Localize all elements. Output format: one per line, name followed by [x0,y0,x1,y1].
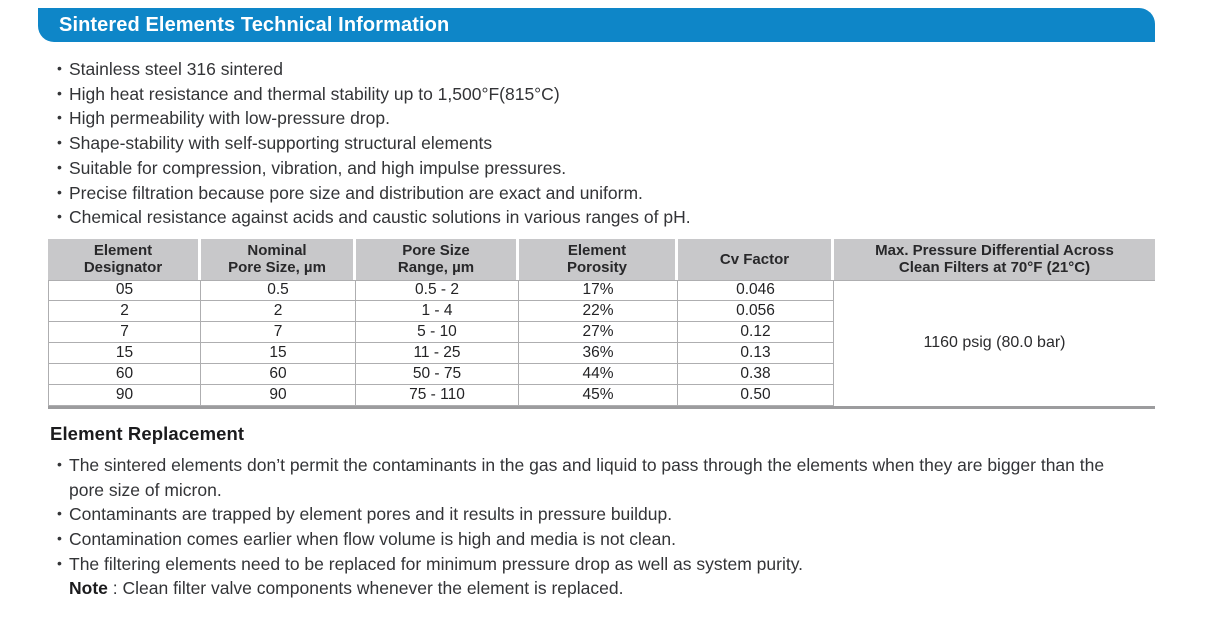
cell-cv-factor: 0.056 [678,300,834,322]
cell-designator: 05 [48,279,201,301]
cell-pore-size-range: 11 - 25 [356,342,519,364]
cell-designator: 7 [48,321,201,343]
col-header-nominal-pore-size: Nominal Pore Size, µm [201,238,356,280]
list-item: Contaminants are trapped by element pore… [56,501,1128,527]
note-line: Note : Clean filter valve components whe… [69,576,1214,601]
spec-table-header: Element Designator Nominal Pore Size, µm… [48,238,1155,280]
cell-cv-factor: 0.13 [678,342,834,364]
replacement-list: The sintered elements don’t permit the c… [56,452,1128,577]
cell-pore-size-range: 50 - 75 [356,363,519,385]
section-heading-element-replacement: Element Replacement [50,422,245,444]
section-title-bar: Sintered Elements Technical Information [38,8,1155,42]
note-text: : Clean filter valve components whenever… [107,578,624,599]
cell-nominal-pore-size: 7 [201,321,356,343]
document-page: { "colors": { "accent": "#0e86c8", "titl… [0,8,1214,625]
list-item: Chemical resistance against acids and ca… [56,204,1214,230]
cell-pore-size-range: 75 - 110 [356,384,519,406]
pressure-merged-cell: 1160 psig (80.0 bar) [834,279,1155,406]
cell-porosity: 44% [519,363,678,385]
list-item: Suitable for compression, vibration, and… [56,155,1214,181]
table-row: 7 7 5 - 10 27% 0.12 [48,321,1155,343]
cell-cv-factor: 0.12 [678,321,834,343]
cell-designator: 15 [48,342,201,364]
cell-pore-size-range: 1 - 4 [356,300,519,322]
cell-pore-size-range: 0.5 - 2 [356,279,519,301]
cell-cv-factor: 0.046 [678,279,834,301]
table-row: 05 0.5 0.5 - 2 17% 0.046 1160 psig (80.0… [48,279,1155,351]
list-item: Precise filtration because pore size and… [56,180,1214,206]
cell-porosity: 36% [519,342,678,364]
list-item: The filtering elements need to be replac… [56,551,1128,577]
list-item: High heat resistance and thermal stabili… [56,81,1214,107]
features-list: Stainless steel 316 sintered High heat r… [56,56,1214,230]
note-label: Note [69,578,108,599]
cell-nominal-pore-size: 0.5 [201,279,356,301]
list-item: High permeability with low-pressure drop… [56,105,1214,131]
spec-table-body: 05 0.5 0.5 - 2 17% 0.046 1160 psig (80.0… [48,279,1155,406]
col-header-pore-size-range: Pore Size Range, µm [356,238,519,280]
col-header-element-porosity: Element Porosity [519,238,678,280]
cell-porosity: 27% [519,321,678,343]
cell-cv-factor: 0.38 [678,363,834,385]
table-row: 60 60 50 - 75 44% 0.38 [48,363,1155,385]
col-header-max-pressure-differential: Max. Pressure Differential Across Clean … [834,238,1155,280]
header-row: Element Designator Nominal Pore Size, µm… [48,238,1155,280]
table-row: 90 90 75 - 110 45% 0.50 [48,384,1155,406]
list-item: Shape-stability with self-supporting str… [56,130,1214,156]
col-header-cv-factor: Cv Factor [678,238,834,280]
cell-porosity: 17% [519,279,678,301]
list-item: Contamination comes earlier when flow vo… [56,526,1128,552]
cell-porosity: 45% [519,384,678,406]
table-row: 15 15 11 - 25 36% 0.13 [48,342,1155,364]
cell-porosity: 22% [519,300,678,322]
spec-table: Element Designator Nominal Pore Size, µm… [48,238,1155,409]
cell-designator: 2 [48,300,201,322]
cell-nominal-pore-size: 60 [201,363,356,385]
cell-nominal-pore-size: 2 [201,300,356,322]
table-row: 2 2 1 - 4 22% 0.056 [48,300,1155,322]
cell-nominal-pore-size: 15 [201,342,356,364]
cell-pore-size-range: 5 - 10 [356,321,519,343]
col-header-element-designator: Element Designator [48,238,201,280]
cell-designator: 60 [48,363,201,385]
cell-designator: 90 [48,384,201,406]
cell-cv-factor: 0.50 [678,384,834,406]
page-title: Sintered Elements Technical Information [59,14,450,36]
list-item: Stainless steel 316 sintered [56,56,1214,82]
cell-nominal-pore-size: 90 [201,384,356,406]
list-item: The sintered elements don’t permit the c… [56,452,1128,502]
